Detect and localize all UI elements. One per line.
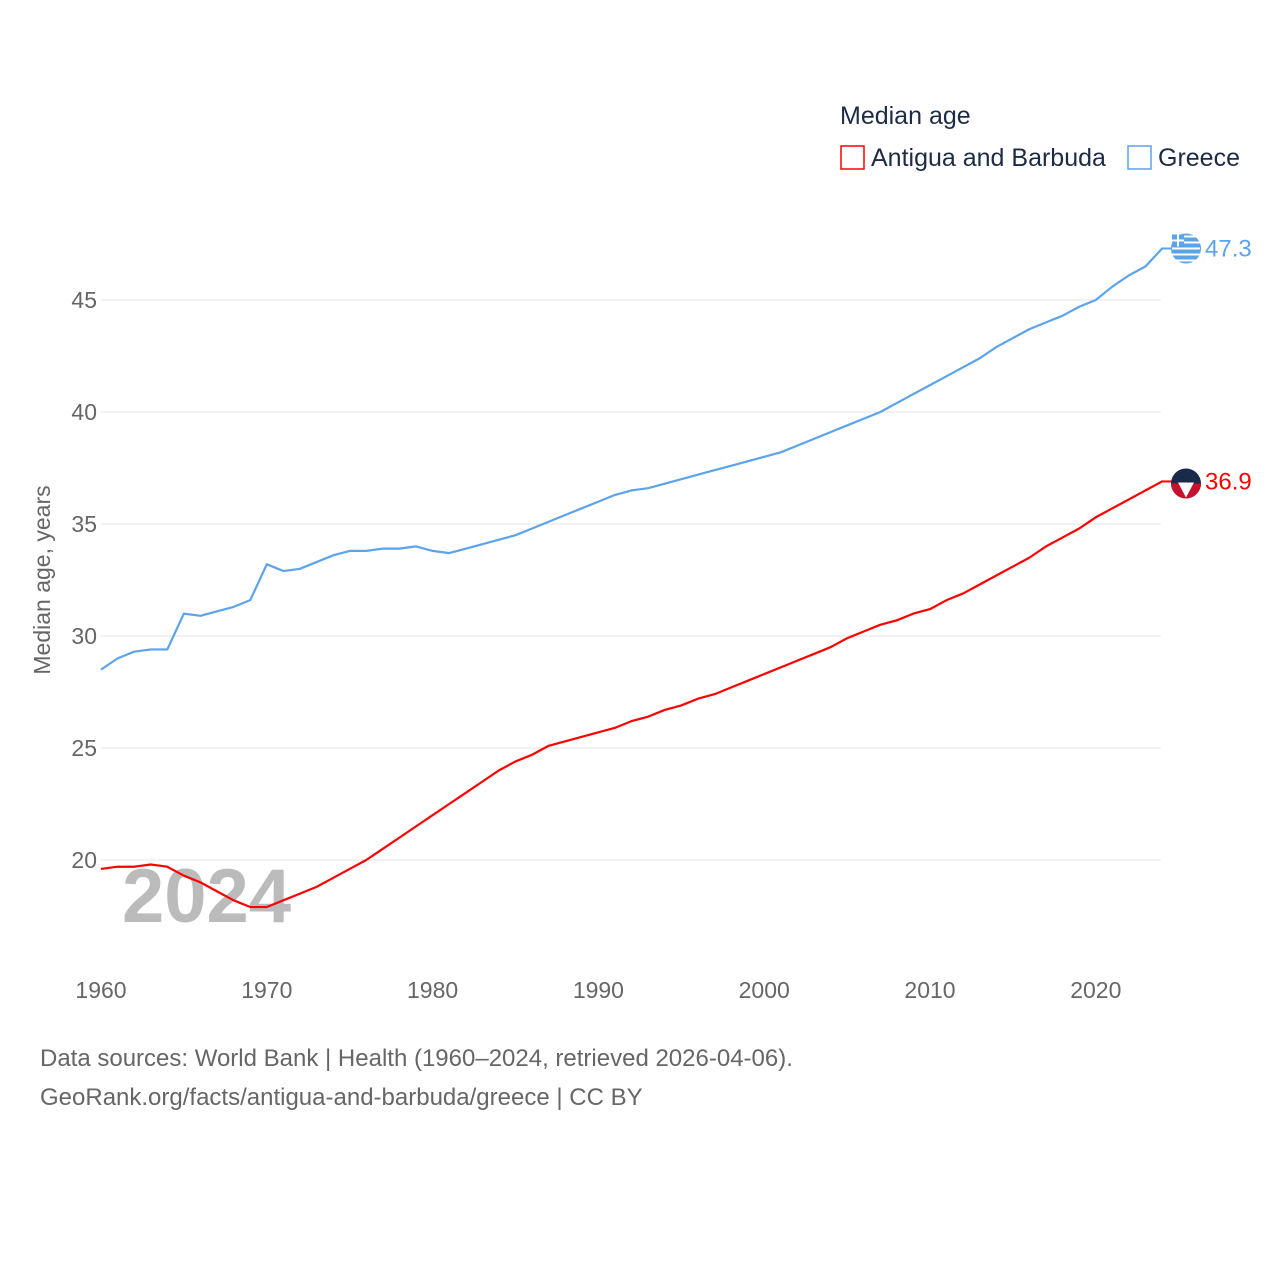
legend-item-greece[interactable]: Greece bbox=[1127, 144, 1240, 172]
legend-label-antigua: Antigua and Barbuda bbox=[871, 144, 1106, 172]
year-watermark: 2024 bbox=[122, 854, 291, 939]
greece-flag-stripe bbox=[1172, 247, 1200, 250]
greece-flag-stripe bbox=[1172, 241, 1200, 244]
x-tick-label: 1960 bbox=[75, 977, 126, 1003]
end-value-label: 36.9 bbox=[1205, 468, 1252, 495]
x-tick-label: 1970 bbox=[241, 977, 292, 1003]
greece-flag-stripe bbox=[1172, 235, 1200, 238]
x-tick-label: 2010 bbox=[904, 977, 955, 1003]
y-axis-label: Median age, years bbox=[29, 485, 55, 674]
x-tick-label: 2020 bbox=[1070, 977, 1121, 1003]
legend-swatch-antigua bbox=[840, 145, 865, 170]
series-line-greece bbox=[100, 247, 1163, 671]
y-tick-label: 40 bbox=[71, 399, 97, 425]
greece-flag-stripe bbox=[1172, 253, 1200, 256]
y-tick-label: 35 bbox=[71, 511, 97, 537]
legend-item-antigua[interactable]: Antigua and Barbuda bbox=[840, 144, 1106, 172]
y-tick-label: 45 bbox=[71, 287, 97, 313]
greece-flag-stripe bbox=[1172, 259, 1200, 262]
legend-label-greece: Greece bbox=[1158, 144, 1240, 172]
y-tick-label: 30 bbox=[71, 623, 97, 649]
y-tick-label: 25 bbox=[71, 735, 97, 761]
x-tick-label: 1980 bbox=[407, 977, 458, 1003]
legend-title: Median age bbox=[840, 102, 971, 130]
x-tick-label: 1990 bbox=[573, 977, 624, 1003]
antigua-flag-icon-white bbox=[1178, 482, 1194, 498]
x-tick-label: 2000 bbox=[739, 977, 790, 1003]
greece-flag-cross bbox=[1172, 239, 1184, 242]
footer-link[interactable]: GeoRank.org/facts/antigua-and-barbuda/gr… bbox=[40, 1084, 643, 1111]
series-line-antigua bbox=[100, 480, 1163, 909]
legend-swatch-greece bbox=[1127, 145, 1152, 170]
footer-sources: Data sources: World Bank | Health (1960–… bbox=[40, 1045, 793, 1072]
end-value-label: 47.3 bbox=[1205, 235, 1252, 262]
y-tick-label: 20 bbox=[71, 847, 97, 873]
